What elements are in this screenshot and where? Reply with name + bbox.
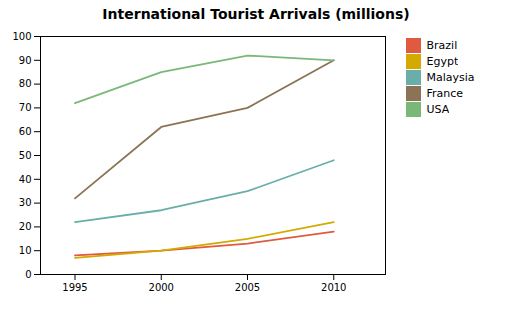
html-text:Brazil: Brazil — [426, 39, 458, 52]
svg-text:50: 50 — [19, 150, 32, 161]
html-text:France: France — [426, 87, 464, 100]
svg-text:2010: 2010 — [321, 282, 346, 293]
svg-text:80: 80 — [19, 78, 32, 89]
svg-text:2005: 2005 — [235, 282, 260, 293]
html-text:Malaysia: Malaysia — [426, 71, 475, 84]
svg-text:70: 70 — [19, 102, 32, 113]
svg-text:10: 10 — [19, 245, 32, 256]
html-text:USA: USA — [426, 103, 450, 116]
svg-text:100: 100 — [12, 31, 31, 42]
svg-text:60: 60 — [19, 126, 32, 137]
svg-text:0: 0 — [25, 269, 31, 280]
svg-text:20: 20 — [19, 221, 32, 232]
svg-text:40: 40 — [19, 174, 32, 185]
html-text:International Tourist Arrivals: International Tourist Arrivals (millions… — [102, 6, 410, 22]
svg-text:2000: 2000 — [149, 282, 174, 293]
html-text:Egypt: Egypt — [426, 55, 459, 68]
svg-text:90: 90 — [19, 55, 32, 66]
svg-text:30: 30 — [19, 197, 32, 208]
svg-text:1995: 1995 — [62, 282, 87, 293]
